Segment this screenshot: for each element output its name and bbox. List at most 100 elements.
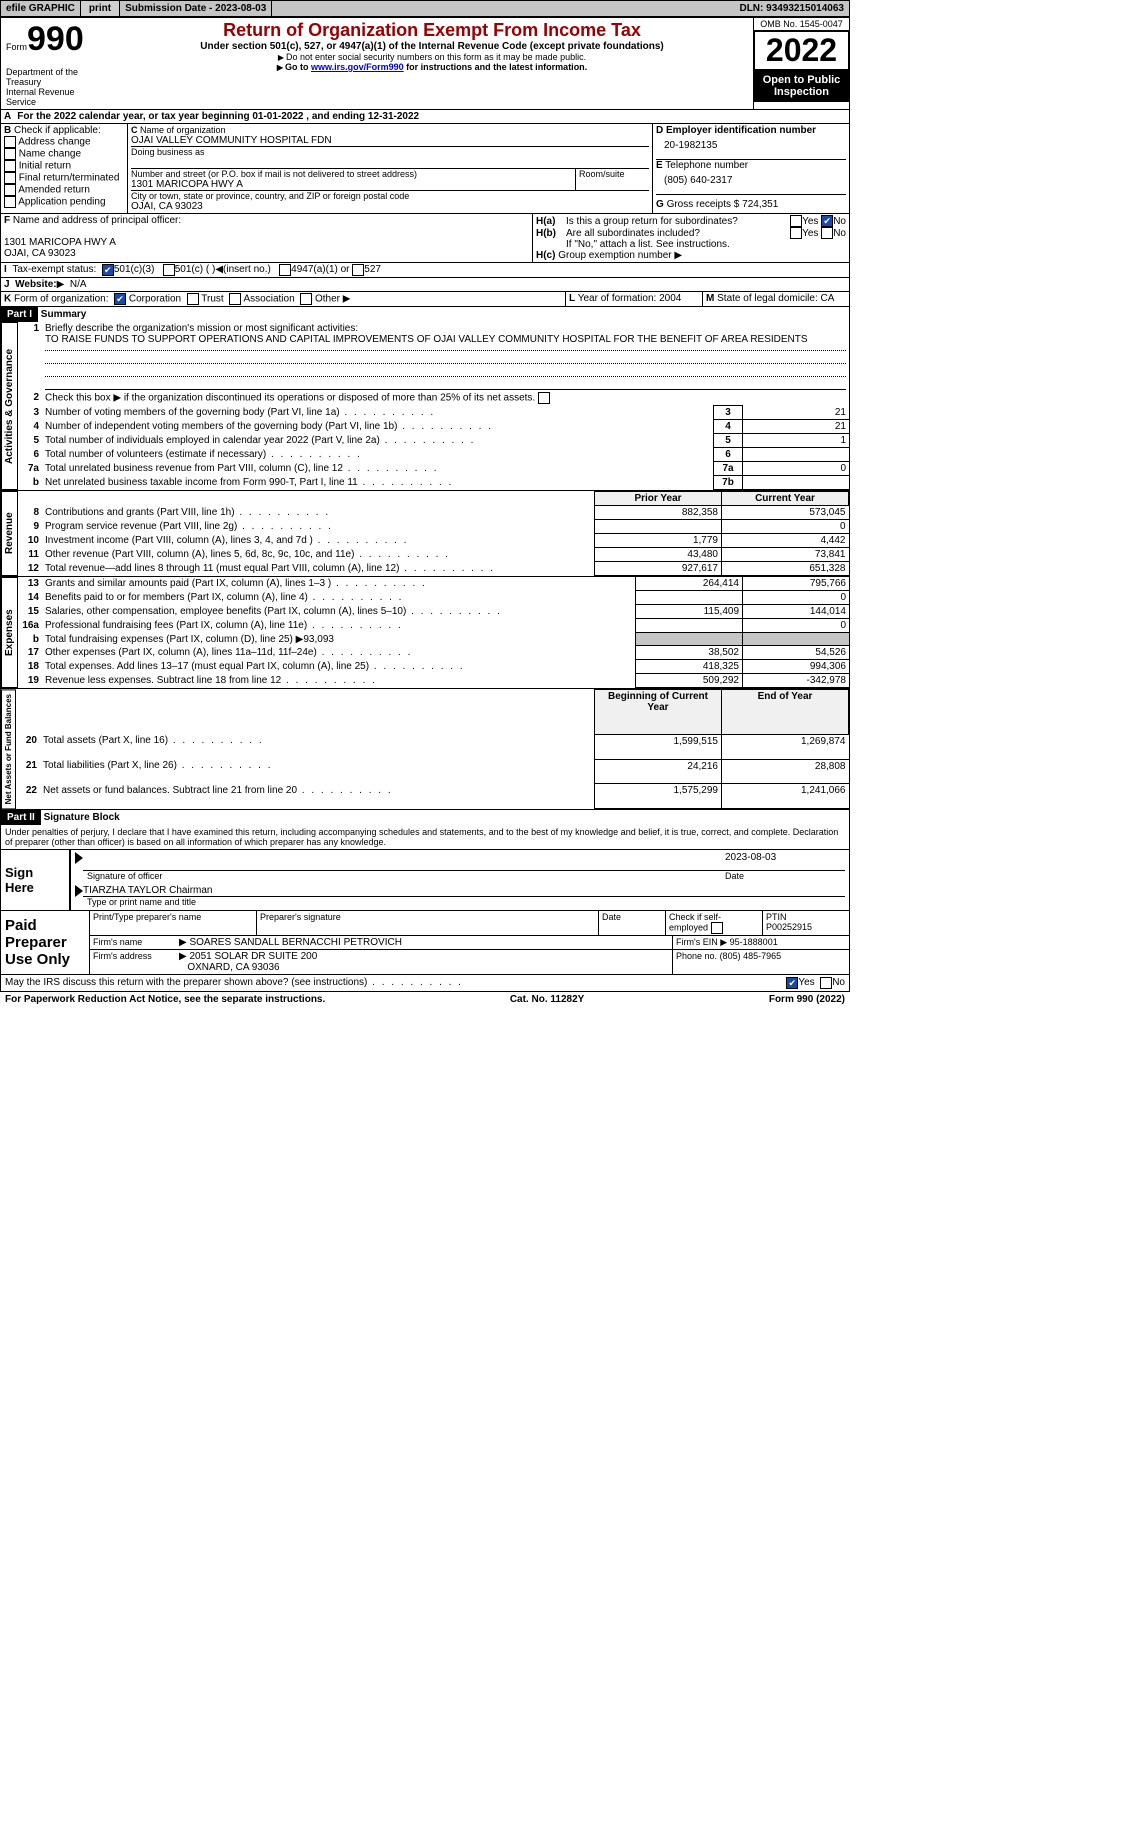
print-button[interactable]: print [81,1,120,16]
firm-phone: (805) 485-7965 [720,951,782,961]
line-15: 15Salaries, other compensation, employee… [18,605,849,619]
side-netassets: Net Assets or Fund Balances [1,689,16,809]
cb-name-change[interactable]: Name change [19,149,81,160]
part2-header: Part II Signature Block [1,810,849,825]
dept-label: Department of the Treasury [6,67,106,87]
cb-assoc[interactable] [229,293,241,305]
irs-label: Internal Revenue Service [6,87,106,107]
line-12: 12Total revenue—add lines 8 through 11 (… [18,562,849,576]
form-footer: Form 990 (2022) [769,994,845,1005]
org-name: OJAI VALLEY COMMUNITY HOSPITAL FDN [131,135,649,146]
omb-number: OMB No. 1545-0047 [754,18,849,31]
line-6: 6Total number of volunteers (estimate if… [18,448,849,462]
top-bar: efile GRAPHIC print Submission Date - 20… [0,0,850,17]
cb-final-return[interactable]: Final return/terminated [19,173,120,184]
cb-501c3[interactable]: ✔ [102,264,114,276]
cb-trust[interactable] [187,293,199,305]
sign-date: 2023-08-03 [721,852,845,871]
form-title: Return of Organization Exempt From Incom… [113,20,751,41]
paperwork-notice: For Paperwork Reduction Act Notice, see … [5,994,325,1005]
section-i: I Tax-exempt status: ✔ 501(c)(3) 501(c) … [0,262,850,277]
form-id-block: Form990 Department of the Treasury Inter… [1,18,111,109]
dln-label: DLN: 93493215014063 [734,1,849,16]
line-19: 19Revenue less expenses. Subtract line 1… [18,674,849,688]
section-h: H(a) Is this a group return for subordin… [532,213,849,262]
line-4: 4Number of independent voting members of… [18,420,849,434]
website: N/A [70,279,87,290]
discuss-line: May the IRS discuss this return with the… [1,974,849,991]
efile-label: efile GRAPHIC [1,1,81,16]
line-13: 13Grants and similar amounts paid (Part … [18,577,849,591]
cb-501c[interactable] [163,264,175,276]
form-number: 990 [27,20,84,58]
subtitle: Under section 501(c), 527, or 4947(a)(1)… [113,41,751,52]
line-21: 21Total liabilities (Part X, line 26)24,… [16,759,849,784]
part1-header: Part I Summary [1,307,849,322]
section-deg: D Employer identification number 20-1982… [652,123,849,213]
line-22: 22Net assets or fund balances. Subtract … [16,784,849,809]
line-8: 8Contributions and grants (Part VIII, li… [18,506,849,520]
cb-discontinued[interactable] [538,392,550,404]
gross-receipts: 724,351 [742,199,778,210]
cb-527[interactable] [352,264,364,276]
hb-no[interactable] [821,227,833,239]
cb-other[interactable] [300,293,312,305]
line-11: 11Other revenue (Part VIII, column (A), … [18,548,849,562]
discuss-yes[interactable]: ✔ [786,977,798,989]
phone: (805) 640-2317 [656,171,846,194]
section-m: M State of legal domicile: CA [702,291,849,306]
side-revenue: Revenue [1,491,18,576]
line-3: 3Number of voting members of the governi… [18,406,849,420]
ha-no[interactable]: ✔ [821,215,833,227]
line-16a: 16aProfessional fundraising fees (Part I… [18,619,849,633]
ptin: P00252915 [766,922,812,932]
cb-amended[interactable]: Amended return [18,185,90,196]
ein: 20-1982135 [656,136,846,159]
title-block: Return of Organization Exempt From Incom… [111,18,753,109]
sig-arrow-icon [75,885,83,897]
sig-arrow-icon [75,852,83,864]
firm-name: SOARES SANDALL BERNACCHI PETROVICH [189,937,401,948]
line-18: 18Total expenses. Add lines 13–17 (must … [18,660,849,674]
line-5: 5Total number of individuals employed in… [18,434,849,448]
cat-no: Cat. No. 11282Y [510,994,584,1005]
penalties-text: Under penalties of perjury, I declare th… [1,825,849,849]
cb-app-pending[interactable]: Application pending [18,197,105,208]
tax-year: 2022 [754,31,849,70]
paid-preparer-label: Paid Preparer Use Only [1,911,89,974]
ha-yes[interactable] [790,215,802,227]
section-k: K Form of organization: ✔ Corporation Tr… [1,291,565,306]
org-address: 1301 MARICOPA HWY A [131,179,575,190]
cb-4947[interactable] [279,264,291,276]
side-activities: Activities & Governance [1,322,18,490]
discuss-no[interactable] [820,977,832,989]
firm-addr: 2051 SOLAR DR SUITE 200 [189,951,317,962]
line-b: bTotal fundraising expenses (Part IX, co… [18,633,849,646]
hb-yes[interactable] [790,227,802,239]
line-b: bNet unrelated business taxable income f… [18,476,849,490]
line-20: 20Total assets (Part X, line 16)1,599,51… [16,734,849,759]
cb-self-employed[interactable] [711,922,723,934]
firm-ein: 95-1888001 [730,937,778,947]
note-ssn: Do not enter social security numbers on … [113,52,751,62]
mission: TO RAISE FUNDS TO SUPPORT OPERATIONS AND… [45,334,808,345]
open-to-public: Open to Public Inspection [754,70,849,102]
officer-name: TIARZHA TAYLOR Chairman [83,885,845,897]
section-l: L Year of formation: 2004 [565,291,702,306]
line-17: 17Other expenses (Part IX, column (A), l… [18,646,849,660]
year-block: OMB No. 1545-0047 2022 Open to Public In… [753,18,849,109]
side-expenses: Expenses [1,577,18,688]
line-7a: 7aTotal unrelated business revenue from … [18,462,849,476]
section-c: C Name of organization OJAI VALLEY COMMU… [127,123,652,213]
irs-link[interactable]: www.irs.gov/Form990 [311,62,404,72]
section-f: F Name and address of principal officer:… [1,213,532,262]
cb-initial-return[interactable]: Initial return [19,161,71,172]
period-line: AFor the 2022 calendar year, or tax year… [0,109,850,123]
submission-date: Submission Date - 2023-08-03 [120,1,272,16]
sign-here-label: Sign Here [1,850,69,910]
cb-corp[interactable]: ✔ [114,293,126,305]
cb-address-change[interactable]: Address change [18,137,90,148]
line-9: 9Program service revenue (Part VIII, lin… [18,520,849,534]
signature-line[interactable] [83,852,721,871]
section-j: J Website: ▶ N/A [0,277,850,291]
